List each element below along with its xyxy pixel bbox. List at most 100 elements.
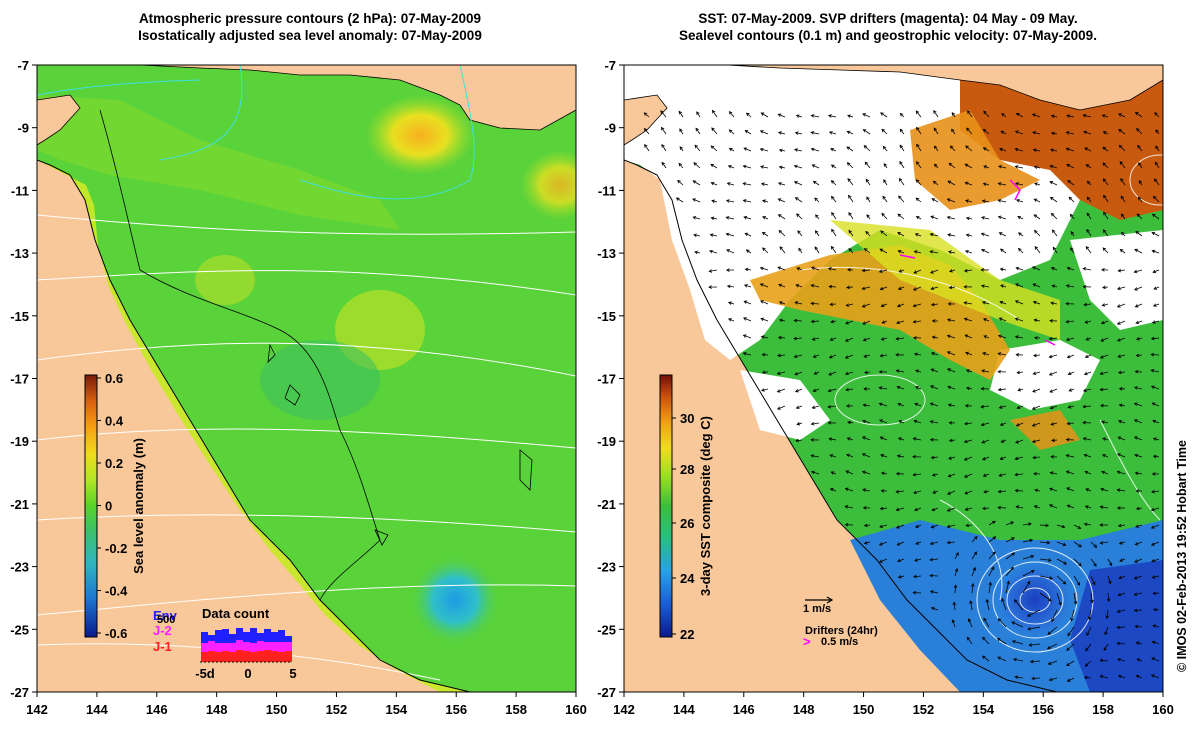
velocity-arrowhead bbox=[708, 269, 713, 273]
velocity-arrowhead bbox=[810, 438, 814, 442]
velocity-arrowhead bbox=[1010, 566, 1014, 571]
velocity-arrow bbox=[1052, 247, 1058, 254]
velocity-arrow bbox=[1121, 232, 1126, 237]
velocity-arrow bbox=[1049, 388, 1058, 393]
velocity-arrowhead bbox=[727, 165, 732, 169]
velocity-arrow bbox=[1067, 504, 1075, 509]
velocity-arrow bbox=[728, 165, 735, 169]
velocity-arrowhead bbox=[1049, 196, 1054, 201]
velocity-arrow bbox=[896, 524, 905, 529]
velocity-arrowhead bbox=[1050, 131, 1055, 136]
velocity-arrowhead bbox=[797, 230, 801, 234]
velocity-arrow bbox=[1134, 575, 1143, 580]
velocity-arrow bbox=[726, 233, 735, 237]
velocity-arrowhead bbox=[898, 195, 902, 200]
data-count-xtick-minus5: -5d bbox=[195, 666, 215, 681]
velocity-arrow bbox=[947, 180, 956, 186]
velocity-arrowhead bbox=[1133, 608, 1138, 613]
velocity-arrow bbox=[846, 303, 854, 307]
velocity-arrowhead bbox=[951, 619, 956, 623]
x-tick-label: 150 bbox=[853, 702, 875, 717]
data-count-bar-segment bbox=[278, 642, 285, 652]
data-count-bar-segment bbox=[215, 652, 222, 662]
velocity-arrow bbox=[879, 419, 888, 424]
velocity-arrowhead bbox=[1134, 111, 1139, 116]
colorbar-tick-label: 0.4 bbox=[105, 414, 124, 429]
velocity-arrow bbox=[1134, 419, 1143, 424]
velocity-arrow bbox=[983, 318, 990, 322]
velocity-arrow bbox=[862, 436, 871, 441]
velocity-arrowhead bbox=[862, 113, 866, 117]
velocity-arrowhead bbox=[982, 506, 986, 511]
velocity-arrowhead bbox=[1001, 597, 1005, 602]
velocity-arrow bbox=[794, 149, 803, 152]
velocity-arrow bbox=[896, 507, 905, 511]
y-tick-label: -19 bbox=[597, 434, 616, 449]
velocity-arrow bbox=[1022, 570, 1035, 577]
velocity-arrow bbox=[1090, 592, 1093, 603]
velocity-arrow bbox=[915, 369, 922, 373]
velocity-arrow bbox=[1134, 387, 1143, 390]
sst-colorbar bbox=[659, 374, 673, 638]
data-count-bar-segment bbox=[264, 650, 271, 662]
velocity-arrowhead bbox=[1151, 231, 1156, 236]
velocity-arrow bbox=[796, 213, 803, 220]
velocity-arrow bbox=[1018, 248, 1024, 254]
velocity-arrow bbox=[983, 183, 990, 186]
velocity-arrow bbox=[761, 112, 769, 118]
velocity-arrowhead bbox=[965, 145, 969, 149]
velocity-arrowhead bbox=[847, 114, 851, 118]
velocity-arrow bbox=[811, 115, 820, 118]
velocity-arrow bbox=[1117, 354, 1126, 358]
velocity-arrowhead bbox=[777, 266, 782, 270]
velocity-arrow bbox=[1049, 504, 1058, 509]
velocity-arrow bbox=[811, 471, 820, 475]
velocity-arrowhead bbox=[983, 165, 987, 169]
velocity-arrow bbox=[1085, 660, 1092, 667]
velocity-arrow bbox=[1050, 405, 1058, 409]
velocity-arrow bbox=[954, 568, 958, 577]
velocity-arrowhead bbox=[963, 301, 968, 305]
velocity-arrowhead bbox=[897, 250, 902, 254]
velocity-arrow bbox=[1085, 164, 1092, 169]
velocity-arrow bbox=[880, 112, 888, 118]
velocity-arrowhead bbox=[981, 216, 985, 220]
velocity-arrowhead bbox=[861, 268, 866, 273]
velocity-arrowhead bbox=[810, 470, 815, 475]
velocity-arrow bbox=[831, 229, 837, 237]
velocity-arrowhead bbox=[810, 319, 815, 324]
velocity-arrowhead bbox=[964, 491, 969, 495]
velocity-arrowhead bbox=[1000, 130, 1005, 135]
velocity-arrowhead bbox=[795, 114, 800, 118]
velocity-arrowhead bbox=[1134, 386, 1138, 390]
velocity-arrow bbox=[813, 354, 820, 358]
velocity-arrow bbox=[913, 303, 922, 307]
velocity-arrow bbox=[1154, 112, 1160, 118]
velocity-arrowhead bbox=[1093, 563, 1097, 567]
velocity-arrow bbox=[899, 129, 905, 135]
velocity-arrowhead bbox=[964, 421, 968, 426]
velocity-arrow bbox=[1118, 129, 1126, 135]
velocity-arrowhead bbox=[1030, 554, 1035, 559]
velocity-arrowhead bbox=[1101, 420, 1105, 424]
velocity-arrowhead bbox=[930, 524, 935, 529]
velocity-arrowhead bbox=[1067, 405, 1072, 409]
velocity-arrowhead bbox=[844, 338, 849, 342]
velocity-arrow bbox=[1051, 439, 1058, 441]
velocity-arrowhead bbox=[1134, 248, 1138, 253]
velocity-arrow bbox=[711, 127, 718, 135]
velocity-arrow bbox=[1032, 439, 1041, 443]
velocity-arrow bbox=[1134, 592, 1143, 596]
velocity-arrowhead bbox=[981, 369, 985, 373]
velocity-arrowhead bbox=[878, 386, 883, 390]
right-y-axis: -7-9-11-13-15-17-19-21-23-25-27 bbox=[597, 58, 624, 700]
velocity-arrowhead bbox=[760, 317, 765, 322]
velocity-arrowhead bbox=[847, 268, 851, 272]
velocity-arrow bbox=[1118, 524, 1126, 527]
velocity-arrow bbox=[745, 233, 752, 237]
velocity-arrowhead bbox=[861, 470, 866, 474]
velocity-arrowhead bbox=[969, 600, 973, 604]
velocity-arrow bbox=[1015, 456, 1024, 460]
velocity-arrowhead bbox=[916, 161, 920, 165]
velocity-arrow bbox=[1083, 131, 1092, 135]
